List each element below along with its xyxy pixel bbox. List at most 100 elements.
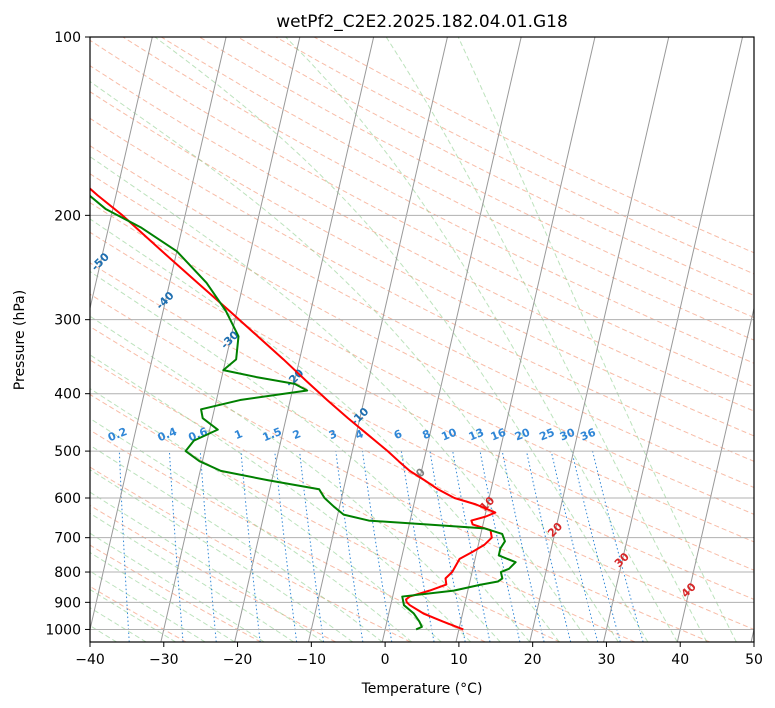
mixing-ratio-label: 2 bbox=[291, 427, 303, 442]
plot-area: -100-90-80-70-60-50-40-30-20-10010203040… bbox=[0, 37, 754, 642]
mixing-ratio-line bbox=[550, 450, 599, 642]
isotherm-line bbox=[160, 37, 301, 642]
mixing-ratio-line bbox=[168, 451, 184, 642]
moist-adiabat-line bbox=[90, 218, 560, 642]
moist-adiabat-line bbox=[90, 570, 206, 642]
dry-adiabat-line bbox=[90, 173, 754, 515]
mixing-ratio-line bbox=[274, 451, 298, 642]
y-tick-label: 900 bbox=[54, 595, 81, 611]
moist-adiabat-line bbox=[90, 270, 531, 642]
x-tick-label: 30 bbox=[598, 652, 616, 668]
moist-adiabat-line bbox=[90, 354, 472, 642]
dry-adiabat-line bbox=[199, 37, 754, 319]
mixing-ratio-line bbox=[361, 451, 393, 642]
x-axis-ticks: −40 −30 −20 −10 0 10 20 30 40 50 bbox=[75, 642, 763, 668]
moist-adiabat-line bbox=[90, 156, 590, 642]
mixing-ratio-line bbox=[429, 451, 466, 642]
y-axis-ticks: 100 200 300 400 500 600 700 800 900 1000 bbox=[45, 30, 90, 638]
mixing-ratio-label: 30 bbox=[558, 426, 577, 444]
y-axis-label: Pressure (hPa) bbox=[12, 290, 28, 390]
isotherm-line bbox=[750, 627, 754, 642]
dry-adiabat-line bbox=[90, 504, 336, 642]
dry-adiabat-line bbox=[90, 585, 187, 642]
mixing-ratio-label: 6 bbox=[392, 427, 404, 442]
mixing-ratio-label: 20 bbox=[513, 426, 532, 444]
x-tick-label: −30 bbox=[149, 652, 179, 668]
y-tick-label: 200 bbox=[54, 208, 81, 224]
temperature-profile-line bbox=[90, 187, 497, 631]
dry-adiabat-line bbox=[122, 37, 754, 364]
mixing-ratio-line bbox=[479, 451, 521, 642]
mixing-ratio-line bbox=[199, 451, 217, 642]
dewpoint-profile-line bbox=[90, 194, 517, 631]
x-tick-label: 20 bbox=[524, 652, 542, 668]
dry-adiabat-line bbox=[237, 37, 754, 297]
isotherm-label: -50 bbox=[89, 250, 112, 273]
isotherm-line bbox=[90, 37, 153, 311]
mixing-ratio-label: 1 bbox=[233, 427, 245, 442]
y-tick-label: 600 bbox=[54, 491, 81, 507]
isotherm-grid bbox=[0, 37, 754, 642]
mixing-ratio-line bbox=[335, 451, 364, 642]
moist-adiabat-line bbox=[90, 588, 176, 642]
moist-adiabats bbox=[90, 37, 737, 642]
isotherm-label: 40 bbox=[679, 580, 699, 600]
dry-adiabats bbox=[90, 37, 754, 642]
dry-adiabat-line bbox=[313, 37, 754, 254]
isotherm-line bbox=[0, 37, 5, 642]
isotherm-line bbox=[455, 37, 596, 642]
isotherm-label: -40 bbox=[153, 289, 176, 312]
dry-adiabat-line bbox=[90, 429, 486, 642]
mixing-ratio-label: 0.4 bbox=[156, 425, 179, 444]
mixing-ratio-label: 3 bbox=[327, 427, 339, 442]
dry-adiabat-line bbox=[90, 262, 754, 600]
isotherm-line bbox=[307, 37, 448, 642]
isotherm-line bbox=[381, 37, 522, 642]
mixing-ratio-line bbox=[452, 451, 491, 642]
mixing-ratio-label: 0.2 bbox=[106, 425, 129, 444]
mixing-ratio-line bbox=[501, 451, 545, 642]
moist-adiabat-line bbox=[90, 80, 619, 642]
moist-adiabat-line bbox=[90, 315, 501, 642]
x-tick-label: 50 bbox=[745, 652, 763, 668]
moist-adiabat-line bbox=[457, 37, 737, 642]
moist-adiabat-line bbox=[90, 512, 294, 642]
mixing-ratio-label: 16 bbox=[489, 426, 508, 444]
isotherm-line bbox=[90, 37, 227, 632]
mixing-ratio-label: 36 bbox=[579, 426, 598, 444]
dry-adiabat-line bbox=[90, 293, 754, 630]
mixing-ratio-label: 1.5 bbox=[261, 425, 284, 444]
mixing-ratio-lines bbox=[118, 450, 644, 642]
x-tick-label: −20 bbox=[223, 652, 253, 668]
isotherm-label: 20 bbox=[545, 520, 565, 540]
isotherm-label: -60 bbox=[24, 212, 47, 235]
mixing-ratio-label: 13 bbox=[467, 426, 486, 444]
y-tick-label: 100 bbox=[54, 30, 81, 46]
plot-frame bbox=[89, 36, 755, 643]
moist-adiabat-line bbox=[90, 532, 265, 642]
moist-adiabat-line bbox=[154, 37, 649, 642]
mixing-ratio-line bbox=[299, 451, 325, 642]
mixing-ratio-label: 0.1 bbox=[59, 425, 82, 444]
moist-adiabat-line bbox=[90, 469, 354, 642]
isotherm-line bbox=[603, 37, 744, 642]
mixing-ratio-line bbox=[240, 451, 261, 642]
moist-adiabat-line bbox=[90, 444, 383, 642]
isotherm-label: 30 bbox=[612, 550, 632, 570]
moist-adiabat-line bbox=[90, 491, 324, 642]
profile-series bbox=[90, 187, 517, 631]
pressure-grid bbox=[90, 37, 754, 630]
x-tick-label: 40 bbox=[671, 652, 689, 668]
y-tick-label: 500 bbox=[54, 444, 81, 460]
dry-adiabat-line bbox=[90, 326, 710, 642]
moist-adiabat-line bbox=[90, 388, 442, 642]
y-tick-label: 300 bbox=[54, 313, 81, 329]
mixing-ratio-line bbox=[571, 450, 621, 642]
moist-adiabat-line bbox=[385, 37, 708, 642]
y-tick-label: 700 bbox=[54, 531, 81, 547]
dry-adiabat-line bbox=[90, 231, 754, 571]
dry-adiabat-line bbox=[90, 393, 561, 642]
y-tick-label: 1000 bbox=[45, 622, 81, 638]
